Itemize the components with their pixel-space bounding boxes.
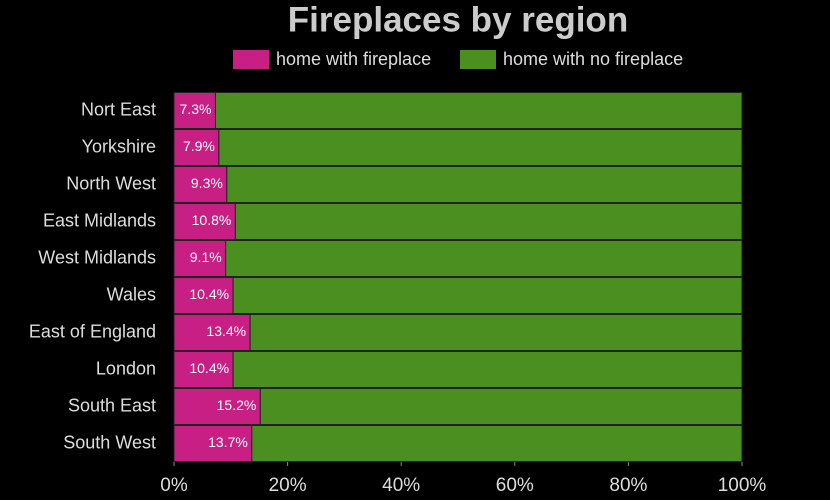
- y-tick-label: North West: [66, 173, 156, 193]
- bar-segment: [173, 425, 253, 462]
- data-label: 15.2%: [217, 397, 257, 413]
- bar-segment: [173, 277, 234, 314]
- x-tick-label: 60%: [496, 475, 534, 496]
- y-tick-label: East of England: [29, 321, 156, 341]
- data-label: 10.8%: [192, 212, 232, 228]
- y-tick-label: East Midlands: [43, 210, 156, 230]
- x-tick-label: 100%: [718, 475, 767, 496]
- x-tick-label: 20%: [269, 475, 307, 496]
- data-label: 10.4%: [189, 360, 229, 376]
- y-tick-label: South West: [63, 432, 156, 452]
- bar-segment: [251, 425, 743, 462]
- bar-segment: [225, 240, 743, 277]
- bar-segment: [259, 388, 743, 425]
- bar-segment: [249, 314, 743, 351]
- bar-segment: [226, 166, 743, 203]
- y-tick-label: West Midlands: [38, 247, 156, 267]
- data-label: 10.4%: [189, 286, 229, 302]
- data-label: 9.3%: [191, 175, 223, 191]
- bar-segment: [232, 277, 743, 314]
- y-tick-label: South East: [68, 395, 156, 415]
- y-tick-label: Nort East: [81, 99, 156, 119]
- bar-segment: [173, 351, 234, 388]
- y-tick-label: Wales: [107, 284, 156, 304]
- bar-segment: [173, 314, 251, 351]
- legend-swatch: [460, 50, 496, 69]
- x-tick-label: 40%: [382, 475, 420, 496]
- bar-segment: [214, 92, 743, 129]
- data-label: 7.3%: [180, 101, 212, 117]
- y-tick-label: Yorkshire: [82, 136, 156, 156]
- x-tick-label: 80%: [609, 475, 647, 496]
- y-tick-label: London: [96, 358, 156, 378]
- legend-label: home with fireplace: [276, 49, 431, 69]
- data-label: 13.7%: [208, 434, 248, 450]
- bar-segment: [218, 129, 743, 166]
- bar-segment: [173, 92, 216, 129]
- legend-swatch: [233, 50, 269, 69]
- data-label: 9.1%: [190, 249, 222, 265]
- data-label: 7.9%: [183, 138, 215, 154]
- bar-segment: [232, 351, 743, 388]
- legend-label: home with no fireplace: [503, 49, 683, 69]
- chart-title: Fireplaces by region: [288, 0, 628, 39]
- data-label: 13.4%: [206, 323, 246, 339]
- x-tick-label: 0%: [160, 475, 188, 496]
- bar-segment: [173, 203, 236, 240]
- bar-segment: [234, 203, 743, 240]
- bar-segment: [173, 240, 227, 277]
- bar-segment: [173, 388, 261, 425]
